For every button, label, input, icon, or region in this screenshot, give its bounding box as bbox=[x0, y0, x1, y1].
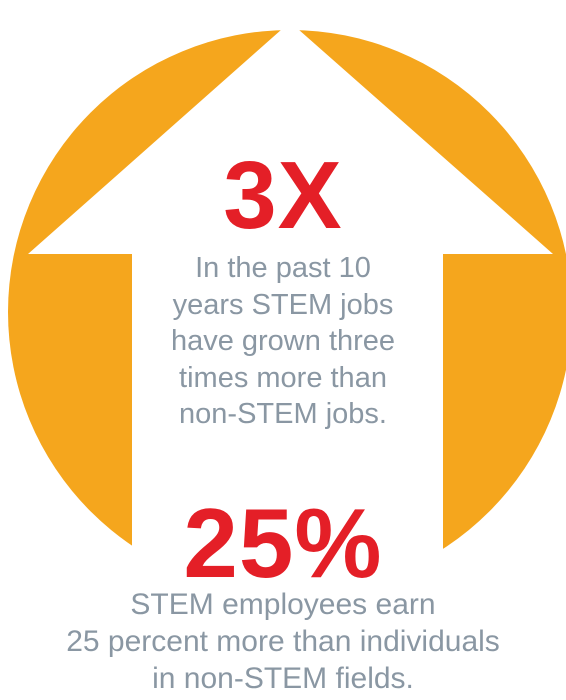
stat-25-percent-description: STEM employees earn 25 percent more than… bbox=[0, 586, 566, 697]
stat-3x-line: have grown three bbox=[170, 325, 396, 357]
stat-3x-value: 3X bbox=[223, 142, 343, 249]
up-arrow-icon bbox=[28, 22, 553, 700]
stat-3x-line: In the past 10 bbox=[195, 252, 371, 284]
stat-3x-line: non-STEM jobs. bbox=[179, 398, 387, 430]
stat-3x-description: In the past 10 years STEM jobs have grow… bbox=[0, 250, 566, 433]
stat-3x-line: times more than bbox=[179, 361, 387, 394]
stat-25-percent-line: in non-STEM fields. bbox=[152, 662, 414, 695]
stat-25-percent-value: 25% bbox=[183, 488, 383, 598]
stat-25-percent-line: 25 percent more than individuals bbox=[66, 625, 500, 658]
stat-3x-line: years STEM jobs bbox=[172, 288, 394, 321]
stat-25-percent-line: STEM employees earn bbox=[130, 588, 436, 621]
